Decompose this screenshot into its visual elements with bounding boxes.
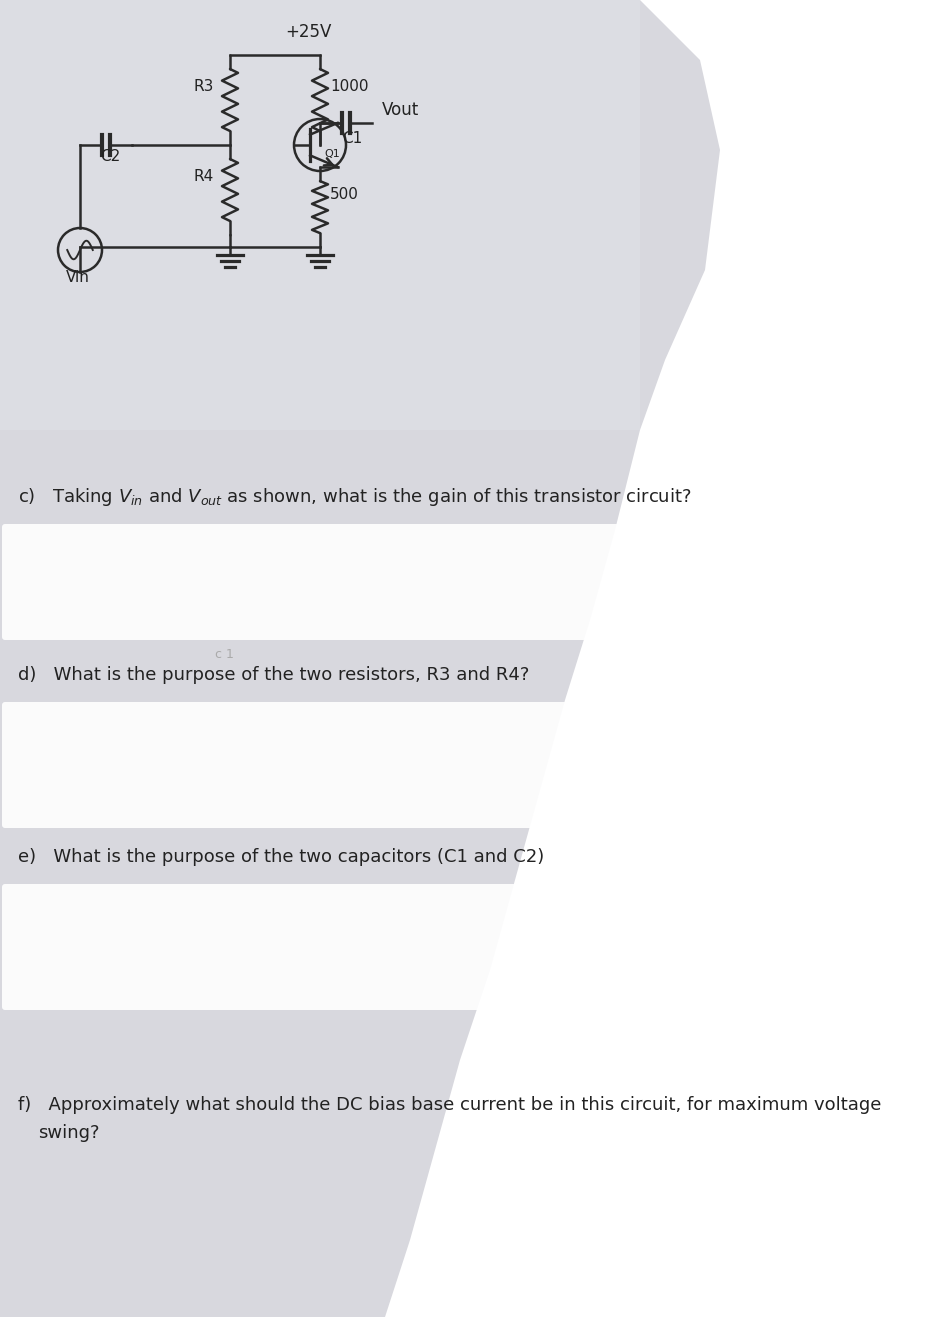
Text: d)   What is the purpose of the two resistors, R3 and R4?: d) What is the purpose of the two resist… [18, 666, 529, 684]
Text: +25V: +25V [285, 22, 331, 41]
Text: swing?: swing? [38, 1123, 99, 1142]
Text: c)   Taking $\mathit{V}_{in}$ and $\mathit{V}_{out}$ as shown, what is the gain : c) Taking $\mathit{V}_{in}$ and $\mathit… [18, 486, 691, 508]
Text: f)   Approximately what should the DC bias base current be in this circuit, for : f) Approximately what should the DC bias… [18, 1096, 881, 1114]
Text: Vin: Vin [66, 270, 90, 284]
Text: 500: 500 [329, 187, 358, 202]
Text: C1: C1 [342, 130, 362, 146]
Text: Vout: Vout [382, 101, 418, 119]
Text: C2: C2 [100, 149, 120, 165]
FancyBboxPatch shape [2, 524, 657, 640]
Polygon shape [0, 0, 719, 1317]
Text: e)   What is the purpose of the two capacitors (C1 and C2): e) What is the purpose of the two capaci… [18, 848, 544, 867]
FancyBboxPatch shape [2, 702, 567, 828]
Text: 1000: 1000 [329, 79, 368, 94]
Text: R3: R3 [194, 79, 214, 94]
Text: Q1: Q1 [324, 149, 340, 159]
FancyBboxPatch shape [2, 884, 567, 1010]
Text: c 1: c 1 [214, 648, 234, 661]
Polygon shape [0, 0, 639, 429]
Text: R4: R4 [194, 169, 214, 184]
